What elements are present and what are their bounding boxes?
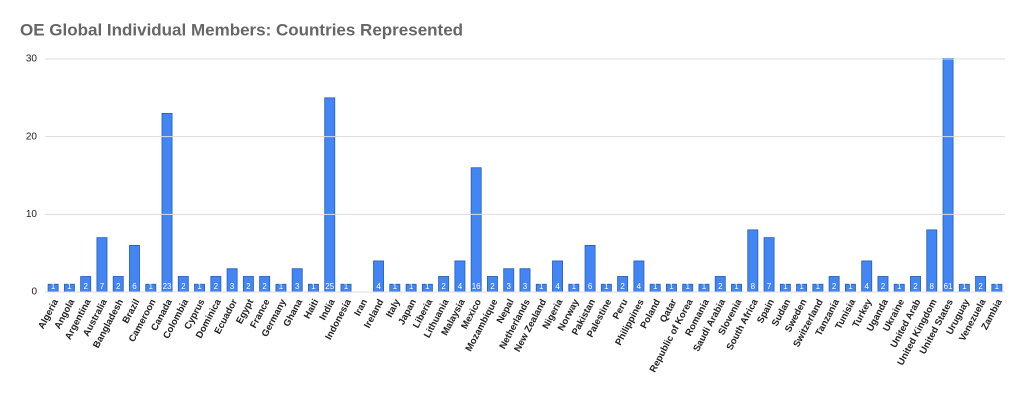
y-tick-label: 20	[26, 131, 38, 142]
value-label: 2	[832, 282, 837, 291]
value-label: 1	[425, 282, 430, 291]
value-label: 2	[83, 282, 88, 291]
value-label: 4	[864, 282, 869, 291]
value-label: 1	[604, 282, 609, 291]
value-label: 4	[637, 282, 642, 291]
value-label: 8	[751, 282, 756, 291]
value-label: 1	[197, 282, 202, 291]
value-label: 2	[913, 282, 918, 291]
value-label: 2	[978, 282, 983, 291]
value-label: 2	[620, 282, 625, 291]
value-label: 1	[311, 282, 316, 291]
value-label: 1	[149, 282, 154, 291]
value-label: 1	[962, 282, 967, 291]
bars	[47, 58, 1003, 293]
value-label: 7	[100, 282, 105, 291]
value-label: 1	[67, 282, 72, 291]
value-label: 23	[163, 282, 172, 291]
value-label: 6	[588, 282, 593, 291]
bar	[324, 97, 336, 293]
y-tick-label: 30	[26, 54, 38, 65]
value-label: 1	[783, 282, 788, 291]
value-label: 1	[669, 282, 674, 291]
bar	[161, 112, 173, 293]
value-label: 2	[246, 282, 251, 291]
value-label: 16	[472, 282, 481, 291]
y-tick-label: 10	[26, 209, 38, 220]
value-label: 1	[848, 282, 853, 291]
value-label: 1	[685, 282, 690, 291]
value-label: 6	[132, 282, 137, 291]
value-label: 2	[214, 282, 219, 291]
value-label: 3	[507, 282, 512, 291]
bar	[470, 167, 482, 293]
value-label: 4	[555, 282, 560, 291]
value-label: 7	[767, 282, 772, 291]
value-label: 3	[230, 282, 235, 291]
value-label: 1	[51, 282, 56, 291]
value-label: 25	[325, 282, 334, 291]
value-label: 1	[816, 282, 821, 291]
value-label: 2	[116, 282, 121, 291]
value-label: 1	[409, 282, 414, 291]
value-label: 1	[702, 282, 707, 291]
value-label: 2	[441, 282, 446, 291]
value-label: 3	[523, 282, 528, 291]
value-label: 1	[344, 282, 349, 291]
value-label: 4	[376, 282, 381, 291]
bar	[942, 58, 954, 293]
value-label: 2	[490, 282, 495, 291]
value-label: 4	[458, 282, 463, 291]
value-label: 1	[897, 282, 902, 291]
value-label: 8	[930, 282, 935, 291]
value-label: 2	[881, 282, 886, 291]
value-label: 1	[539, 282, 544, 291]
value-label: 1	[393, 282, 398, 291]
value-label: 1	[279, 282, 284, 291]
value-label: 1	[572, 282, 577, 291]
value-label: 61	[944, 282, 953, 291]
value-label: 1	[734, 282, 739, 291]
value-label: 2	[262, 282, 267, 291]
y-tick-label: 0	[31, 287, 37, 298]
value-label: 3	[295, 282, 300, 291]
value-label: 2	[718, 282, 723, 291]
value-label: 1	[653, 282, 658, 291]
value-label: 1	[995, 282, 1000, 291]
value-label: 2	[181, 282, 186, 291]
chart-title: OE Global Individual Members: Countries …	[20, 20, 463, 39]
value-label: 1	[799, 282, 804, 291]
value-label: 0	[360, 282, 365, 291]
